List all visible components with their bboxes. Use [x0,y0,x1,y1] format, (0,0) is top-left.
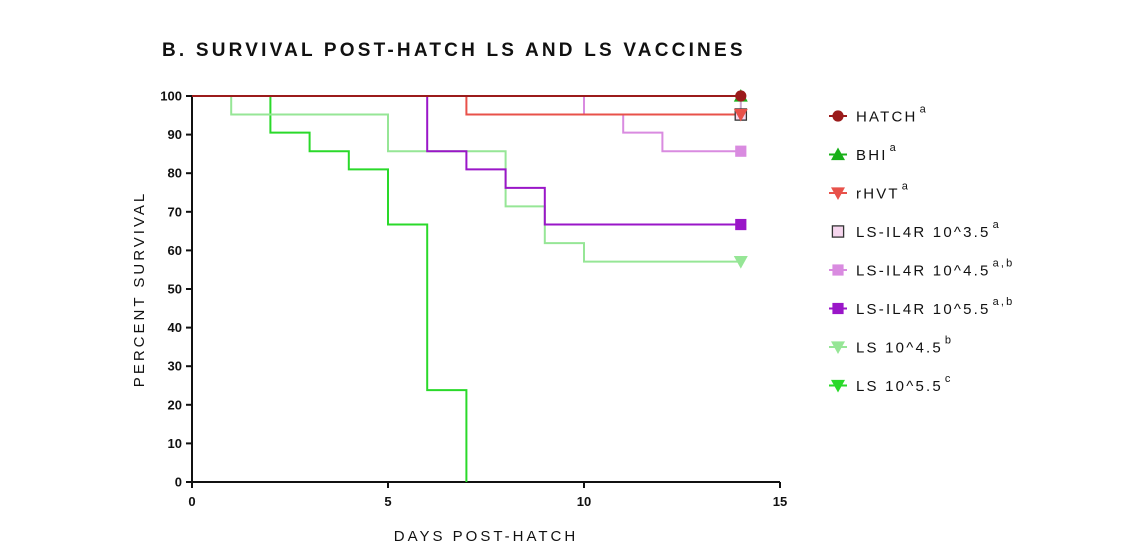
legend-label: HATCH a [856,104,928,126]
y-tick-label: 50 [168,282,182,297]
x-tick-label: 0 [188,494,195,509]
series-line [192,95,468,482]
series-line [192,95,741,263]
x-tick-label: 10 [577,494,591,509]
legend-label: rHVT a [856,181,910,203]
y-tick-label: 10 [168,436,182,451]
legend-superscript: a [890,142,898,154]
legend-item: LS 10^5.5 c [829,373,953,395]
legend-marker [831,187,845,200]
y-tick-label: 0 [175,475,182,490]
legend-item: LS-IL4R 10^5.5 a,b [829,296,1014,318]
y-tick-label: 80 [168,166,182,181]
legend-item: LS 10^4.5 b [829,335,953,357]
x-axis-label: DAYS POST-HATCH [394,528,578,545]
legend-label: LS-IL4R 10^5.5 a,b [856,296,1014,318]
legend-superscript: a,b [993,296,1015,308]
legend-superscript: a,b [993,258,1015,270]
legend-marker [831,379,845,393]
series-end-marker [735,145,747,157]
y-tick-label: 20 [168,397,182,412]
legend-item: rHVT a [829,181,910,203]
legend-marker [832,264,844,276]
y-tick-label: 60 [168,243,182,258]
series-line [192,95,741,116]
x-ticks: 0 5 10 15 [188,482,787,509]
legend-superscript: b [945,335,953,347]
y-tick-label: 40 [168,320,182,335]
legend: HATCH a BHI a rHVT a LS-IL4R 10^3.5 a LS-IL4R 10… [829,104,1014,395]
y-tick-label: 30 [168,359,182,374]
x-tick-label: 15 [773,494,787,509]
legend-label: LS-IL4R 10^3.5 a [856,219,1001,241]
legend-marker [831,147,845,161]
legend-marker [832,110,844,122]
series-markers [733,89,748,269]
series-lines [192,95,742,482]
chart-title: B. SURVIVAL POST-HATCH LS AND LS VACCINE… [162,40,746,61]
y-axis-label: PERCENT SURVIVAL [131,191,148,387]
legend-superscript: a [920,104,928,116]
legend-label: BHI a [856,142,898,164]
legend-label: LS-IL4R 10^4.5 a,b [856,258,1014,280]
y-ticks: 0 10 20 30 40 50 60 70 80 90 100 [160,89,192,490]
series-end-marker [735,90,747,102]
y-tick-label: 70 [168,204,182,219]
legend-label: LS 10^4.5 b [856,335,953,357]
legend-item: LS-IL4R 10^4.5 a,b [829,258,1014,280]
legend-marker [831,341,845,354]
legend-marker [831,225,845,238]
legend-superscript: a [993,219,1001,231]
legend-label: LS 10^5.5 c [856,373,953,395]
y-tick-label: 90 [168,127,182,142]
x-tick-label: 5 [384,494,391,509]
series-end-marker [735,218,747,231]
series-line [192,95,741,226]
y-tick-label: 100 [160,89,182,104]
legend-superscript: a [902,181,910,193]
series-end-marker [733,255,748,269]
legend-superscript: c [945,373,953,385]
plot-area: 0 10 20 30 40 50 60 70 80 90 100 0 5 10 15 [160,89,787,510]
legend-marker [832,302,844,315]
series-line [192,95,741,153]
legend-item: HATCH a [829,104,928,126]
series-end-marker [733,108,748,122]
legend-item: LS-IL4R 10^3.5 a [831,219,1001,241]
legend-item: BHI a [829,142,898,164]
